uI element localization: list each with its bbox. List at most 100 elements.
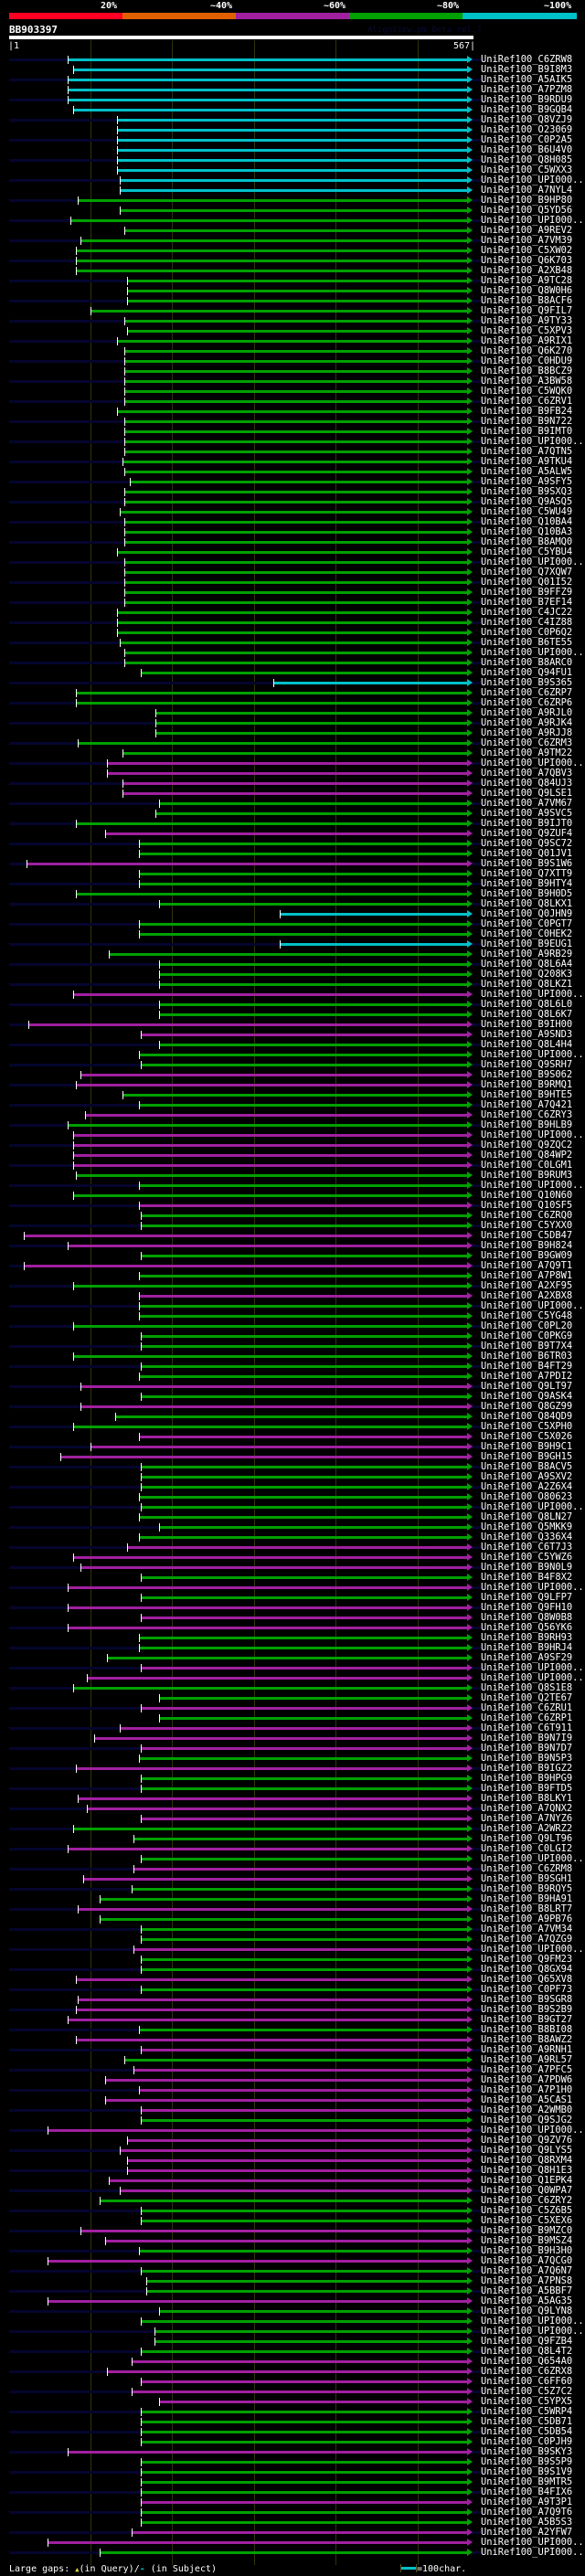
hit-label[interactable]: UniRef100_A9RJL0 <box>481 707 573 718</box>
hit-label[interactable]: UniRef100_B9MTR5 <box>481 2476 573 2487</box>
hit-label[interactable]: UniRef100_B9GW09 <box>481 1250 573 1261</box>
hit-label[interactable]: UniRef100_Q5MKK9 <box>481 1521 573 1532</box>
alignment-row[interactable]: UniRef100_UPI000.. <box>0 2537 585 2548</box>
hit-label[interactable]: UniRef100_UPI000.. <box>481 175 584 186</box>
alignment-row[interactable]: UniRef100_C6FF60 <box>0 2376 585 2387</box>
alignment-row[interactable]: UniRef100_A9RNH1 <box>0 2044 585 2055</box>
alignment-bar[interactable] <box>105 2240 467 2242</box>
alignment-row[interactable]: UniRef100_B4FT29 <box>0 1361 585 1372</box>
alignment-row[interactable]: UniRef100_C0HDU9 <box>0 355 585 366</box>
alignment-row[interactable]: UniRef100_C6ZRQ0 <box>0 1210 585 1221</box>
alignment-bar[interactable] <box>141 1214 467 1217</box>
alignment-row[interactable]: UniRef100_B9S365 <box>0 677 585 688</box>
hit-label[interactable]: UniRef100_B9N7D7 <box>481 1743 573 1754</box>
alignment-row[interactable]: UniRef100_A9RIX1 <box>0 335 585 346</box>
alignment-bar[interactable] <box>141 2380 467 2383</box>
alignment-bar[interactable] <box>133 1948 467 1951</box>
alignment-row[interactable]: UniRef100_B9GW09 <box>0 1250 585 1261</box>
alignment-bar[interactable] <box>155 732 467 735</box>
alignment-bar[interactable] <box>139 1375 467 1378</box>
alignment-row[interactable]: UniRef100_B9IMT0 <box>0 426 585 437</box>
alignment-bar[interactable] <box>73 1325 467 1328</box>
hit-label[interactable]: UniRef100_Q9SRH7 <box>481 1059 573 1070</box>
hit-label[interactable]: UniRef100_Q9SJG2 <box>481 2115 573 2125</box>
alignment-row[interactable]: UniRef100_Q8W0B8 <box>0 1612 585 1623</box>
alignment-row[interactable]: UniRef100_B9GH15 <box>0 1451 585 1462</box>
hit-label[interactable]: UniRef100_Q9FH10 <box>481 1602 573 1613</box>
alignment-row[interactable]: UniRef100_A5AG35 <box>0 2295 585 2306</box>
hit-label[interactable]: UniRef100_Q8L4H4 <box>481 1039 573 1050</box>
alignment-row[interactable]: UniRef100_A2XBX8 <box>0 1290 585 1301</box>
alignment-row[interactable]: UniRef100_B8LKY1 <box>0 1793 585 1804</box>
alignment-bar[interactable] <box>73 993 467 996</box>
alignment-row[interactable]: UniRef100_C5DB71 <box>0 2416 585 2427</box>
alignment-row[interactable]: UniRef100_C0LGM1 <box>0 1160 585 1171</box>
hit-label[interactable]: UniRef100_B9IGZ2 <box>481 1763 573 1774</box>
alignment-bar[interactable] <box>141 1617 467 1619</box>
alignment-bar[interactable] <box>159 1717 467 1720</box>
alignment-row[interactable]: UniRef100_B9H0D5 <box>0 888 585 899</box>
hit-label[interactable]: UniRef100_Q10BA4 <box>481 516 573 527</box>
alignment-bar[interactable] <box>141 2320 467 2323</box>
hit-label[interactable]: UniRef100_A7PDW6 <box>481 2074 573 2085</box>
alignment-bar[interactable] <box>117 551 467 554</box>
alignment-bar[interactable] <box>141 2109 467 2112</box>
alignment-bar[interactable] <box>73 1134 467 1137</box>
hit-label[interactable]: UniRef100_B9RDU9 <box>481 94 573 105</box>
alignment-bar[interactable] <box>73 1355 467 1358</box>
alignment-row[interactable]: UniRef100_UPI000.. <box>0 1501 585 1512</box>
alignment-bar[interactable] <box>141 1365 467 1368</box>
alignment-bar[interactable] <box>124 380 467 383</box>
alignment-row[interactable]: UniRef100_C5X026 <box>0 1431 585 1442</box>
hit-label[interactable]: UniRef100_B9MSZ4 <box>481 2235 573 2246</box>
hit-label[interactable]: UniRef100_C6FF60 <box>481 2376 573 2387</box>
alignment-bar[interactable] <box>159 903 467 906</box>
alignment-row[interactable]: UniRef100_C5DB47 <box>0 1230 585 1241</box>
hit-label[interactable]: UniRef100_Q8W0B8 <box>481 1612 573 1623</box>
hit-label[interactable]: UniRef100_C6ZRQ0 <box>481 1210 573 1221</box>
hit-label[interactable]: UniRef100_C6ZRP7 <box>481 687 573 698</box>
alignment-row[interactable]: UniRef100_A9SFY5 <box>0 476 585 487</box>
alignment-row[interactable]: UniRef100_Q84QD9 <box>0 1411 585 1422</box>
alignment-row[interactable]: UniRef100_Q10BA4 <box>0 516 585 527</box>
alignment-bar[interactable] <box>73 69 467 71</box>
alignment-bar[interactable] <box>159 1526 467 1529</box>
alignment-bar[interactable] <box>141 2481 467 2484</box>
alignment-bar[interactable] <box>80 1566 467 1569</box>
alignment-row[interactable]: UniRef100_Q9LYS5 <box>0 2145 585 2156</box>
alignment-bar[interactable] <box>48 2541 467 2544</box>
alignment-bar[interactable] <box>139 1757 467 1760</box>
alignment-row[interactable]: UniRef100_A7QBV3 <box>0 768 585 779</box>
alignment-row[interactable]: UniRef100_B9S1W6 <box>0 858 585 869</box>
alignment-bar[interactable] <box>159 1044 467 1046</box>
alignment-bar[interactable] <box>139 873 467 875</box>
hit-label[interactable]: UniRef100_B4FT29 <box>481 1361 573 1372</box>
alignment-row[interactable]: UniRef100_A9PB76 <box>0 1913 585 1924</box>
alignment-bar[interactable] <box>141 2270 467 2273</box>
hit-label[interactable]: UniRef100_B9GH15 <box>481 1451 573 1462</box>
hit-label[interactable]: UniRef100_C0HEK2 <box>481 928 573 939</box>
alignment-row[interactable]: UniRef100_Q10BA3 <box>0 526 585 537</box>
alignment-row[interactable]: UniRef100_UPI000.. <box>0 2125 585 2136</box>
alignment-row[interactable]: UniRef100_A9TC28 <box>0 275 585 286</box>
alignment-row[interactable]: UniRef100_A3BW58 <box>0 376 585 387</box>
alignment-row[interactable]: UniRef100_C0HEK2 <box>0 928 585 939</box>
alignment-row[interactable]: UniRef100_A7P8W1 <box>0 1270 585 1281</box>
alignment-row[interactable]: UniRef100_A9SVC5 <box>0 808 585 819</box>
hit-label[interactable]: UniRef100_Q10SF5 <box>481 1200 573 1211</box>
hit-label[interactable]: UniRef100_A2XB48 <box>481 265 573 276</box>
alignment-bar[interactable] <box>68 99 467 101</box>
hit-label[interactable]: UniRef100_B9GT27 <box>481 2014 573 2025</box>
hit-label[interactable]: UniRef100_UPI000.. <box>481 2316 584 2327</box>
alignment-bar[interactable] <box>68 1848 467 1850</box>
hit-label[interactable]: UniRef100_A9T3P1 <box>481 2496 573 2507</box>
hit-label[interactable]: UniRef100_C5WXX3 <box>481 164 573 175</box>
hit-label[interactable]: UniRef100_A5BBF7 <box>481 2285 573 2296</box>
hit-label[interactable]: UniRef100_B8LKY1 <box>481 1793 573 1804</box>
alignment-bar[interactable] <box>117 410 467 413</box>
hit-label[interactable]: UniRef100_B4FIX6 <box>481 2486 573 2497</box>
hit-label[interactable]: UniRef100_Q10BA3 <box>481 526 573 537</box>
alignment-bar[interactable] <box>141 1064 467 1066</box>
alignment-bar[interactable] <box>141 2220 467 2222</box>
hit-label[interactable]: UniRef100_A5ALW5 <box>481 466 573 477</box>
